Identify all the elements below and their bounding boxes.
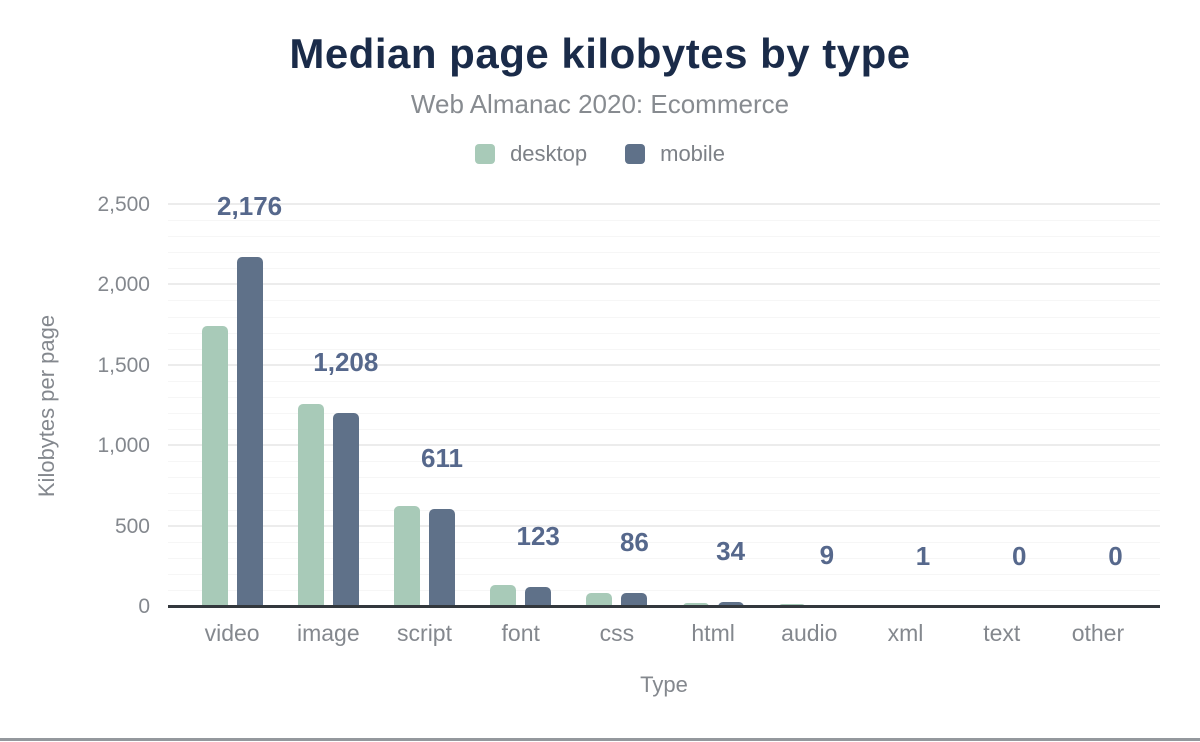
gridline-major-1500 <box>168 363 1160 366</box>
y-tick-1000: 1,000 <box>97 434 150 458</box>
bar-group-html: 34 <box>665 205 761 607</box>
gridline-major-2500 <box>168 203 1160 205</box>
bar-html-desktop <box>682 602 709 607</box>
bar-font-mobile <box>525 587 552 607</box>
bar-video-mobile <box>236 257 263 607</box>
gridline-minor-1300 <box>168 396 1160 398</box>
legend-item-desktop: desktop <box>475 141 587 167</box>
bar-script-mobile <box>429 508 455 607</box>
gridline-minor-300 <box>168 557 1160 559</box>
gridline-minor-900 <box>168 461 1160 463</box>
bottom-rule <box>0 738 1200 741</box>
gridline-minor-800 <box>168 477 1160 479</box>
y-tick-2500: 2,500 <box>97 193 150 216</box>
gridline-major-1000 <box>168 444 1160 447</box>
legend-label-mobile: mobile <box>660 141 725 166</box>
bar-html-mobile <box>717 601 744 607</box>
legend-label-desktop: desktop <box>510 141 588 166</box>
gridline-minor-1400 <box>168 380 1160 382</box>
bar-label-audio: 9 <box>819 539 835 570</box>
bar-label-video: 2,176 <box>217 191 283 222</box>
x-axis-line <box>168 605 1160 608</box>
x-tick-other: other <box>1071 620 1125 646</box>
legend-item-mobile: mobile <box>625 141 725 167</box>
x-tick-font: font <box>501 620 540 646</box>
bar-label-html: 34 <box>716 535 746 566</box>
x-tick-text: text <box>983 620 1021 646</box>
gridline-minor-1200 <box>168 413 1160 415</box>
bar-label-xml: 1 <box>915 540 931 571</box>
gridline-minor-1600 <box>168 348 1160 350</box>
bar-group-font: 123 <box>473 205 569 607</box>
gridline-minor-1700 <box>168 332 1160 334</box>
bar-group-xml: 1 <box>857 205 953 607</box>
chart-subtitle: Web Almanac 2020: Ecommerce <box>410 89 790 119</box>
x-tick-script: script <box>397 620 452 646</box>
bar-label-css: 86 <box>619 527 649 558</box>
bar-group-video: 2,176 <box>184 193 282 607</box>
bar-group-audio: 9 <box>761 205 857 607</box>
bar-css-desktop <box>586 593 613 607</box>
gridline-minor-600 <box>168 509 1160 511</box>
bar-group-css: 86 <box>569 205 665 607</box>
gridline-minor-400 <box>168 541 1160 543</box>
bars: 2,176 1,208 611 123 86 34 9 1 0 0 <box>184 193 1146 607</box>
bar-font-desktop <box>490 584 517 607</box>
y-tick-1500: 1,500 <box>97 353 150 377</box>
bar-label-other: 0 <box>1108 541 1123 571</box>
plot-area: 2,176 1,208 611 123 86 34 9 1 0 0 <box>168 193 1160 608</box>
bar-group-image: 1,208 <box>280 205 379 607</box>
bar-label-script: 611 <box>421 442 463 473</box>
x-tick-image: image <box>296 620 360 646</box>
bar-group-text: 0 <box>954 205 1050 607</box>
gridline-major-500 <box>168 524 1160 527</box>
y-tick-500: 500 <box>114 514 150 538</box>
chart-title: Median page kilobytes by type <box>289 30 911 77</box>
bar-label-text: 0 <box>1011 541 1027 571</box>
y-tick-0: 0 <box>138 595 150 618</box>
gridline-minor-1900 <box>168 300 1160 302</box>
bar-group-script: 611 <box>376 205 472 607</box>
gridline-major-2000 <box>168 283 1160 286</box>
gridline-minor-1100 <box>168 429 1160 431</box>
legend: desktop mobile <box>0 141 1200 167</box>
bar-image-mobile <box>332 412 359 607</box>
gridline-minor-200 <box>168 573 1160 575</box>
gridline-minor-700 <box>168 493 1160 495</box>
bar-image-desktop <box>297 403 324 607</box>
gridline-minor-2300 <box>168 236 1160 238</box>
x-tick-xml: xml <box>887 620 924 646</box>
bar-video-desktop <box>201 325 228 607</box>
y-axis-ticks: 0 500 1,000 1,500 2,000 2,500 <box>0 193 150 618</box>
x-tick-audio: audio <box>781 620 838 646</box>
legend-swatch-mobile <box>625 144 646 164</box>
x-tick-video: video <box>204 620 260 646</box>
gridline-minor-2200 <box>168 252 1160 254</box>
x-axis-title: Type <box>640 672 688 697</box>
x-tick-html: html <box>691 620 735 646</box>
bar-label-image: 1,208 <box>313 346 379 377</box>
legend-swatch-desktop <box>475 144 496 164</box>
gridline-minor-1800 <box>168 316 1160 318</box>
bar-label-font: 123 <box>516 521 560 552</box>
bar-group-other: 0 <box>1050 205 1146 607</box>
gridline-minor-2100 <box>168 268 1160 270</box>
bar-css-mobile <box>621 593 648 607</box>
x-axis-labels: video image script font css html audio xml text o… <box>184 620 1146 647</box>
gridline-minor-2400 <box>168 220 1160 222</box>
y-tick-2000: 2,000 <box>97 273 150 297</box>
bar-script-desktop <box>394 505 420 607</box>
x-tick-css: css <box>599 620 635 646</box>
gridline-minor-100 <box>168 589 1160 591</box>
